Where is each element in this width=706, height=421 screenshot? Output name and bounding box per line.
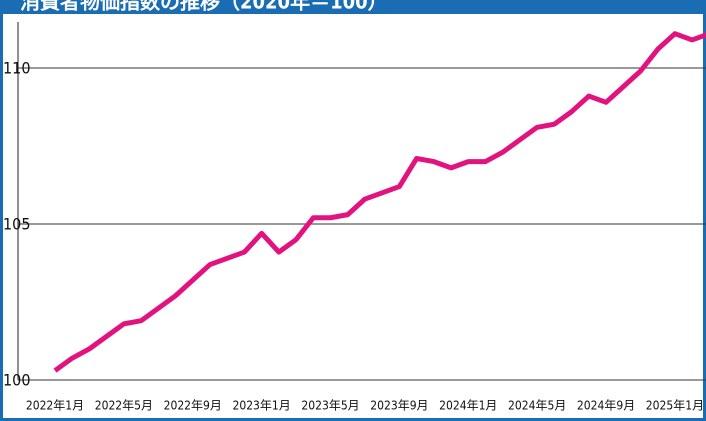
y-tick-label: 110 xyxy=(3,59,30,78)
data-line xyxy=(53,31,706,373)
chart-title: 消費者物価指数の推移（2020年＝100） xyxy=(20,0,388,14)
x-tick-label: 2022年1月 xyxy=(26,399,84,413)
y-tick-label: 105 xyxy=(3,215,30,234)
x-tick-label: 2024年5月 xyxy=(508,399,566,413)
title-bar xyxy=(0,0,706,14)
x-tick-label: 2022年5月 xyxy=(95,399,153,413)
x-tick-label: 2025年1月 xyxy=(646,399,704,413)
x-tick-label: 2024年9月 xyxy=(577,399,635,413)
x-tick-label: 2023年1月 xyxy=(232,399,290,413)
x-tick-label: 2022年9月 xyxy=(164,399,222,413)
x-tick-label: 2024年1月 xyxy=(439,399,497,413)
x-tick-label: 2023年5月 xyxy=(301,399,359,413)
y-tick-label: 100 xyxy=(3,371,30,390)
x-tick-label: 2023年9月 xyxy=(370,399,428,413)
